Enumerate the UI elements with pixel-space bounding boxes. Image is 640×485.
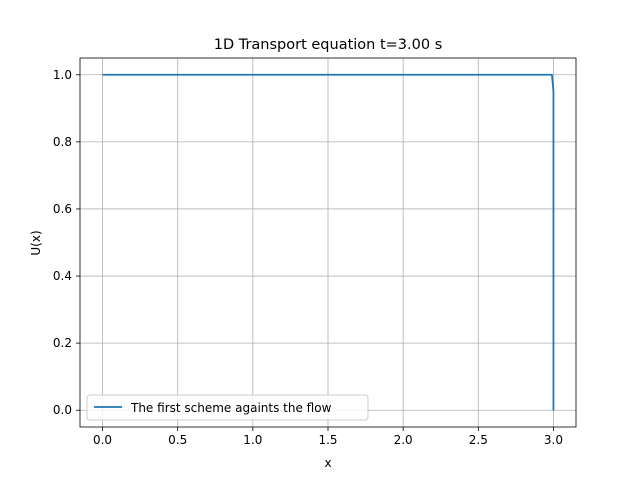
series-layer xyxy=(102,73,555,411)
legend-box xyxy=(86,394,369,421)
y-tick-label: 1.0 xyxy=(53,68,72,82)
legend-label: The first scheme againts the flow xyxy=(130,401,332,415)
x-tick-label: 0.0 xyxy=(93,433,112,447)
x-axis-label: x xyxy=(324,456,331,470)
x-tick-label: 1.5 xyxy=(318,433,337,447)
x-tick-label: 2.5 xyxy=(469,433,488,447)
x-tick-label: 3.0 xyxy=(544,433,563,447)
y-tick-label: 0.2 xyxy=(53,336,72,350)
x-tick-label: 0.5 xyxy=(168,433,187,447)
y-tick-label: 0.0 xyxy=(53,403,72,417)
y-ticks: 0.0 0.2 0.4 0.6 0.8 1.0 xyxy=(53,68,80,417)
y-tick-label: 0.8 xyxy=(53,135,72,149)
chart-title: 1D Transport equation t=3.00 s xyxy=(214,37,443,53)
y-axis-label: U(x) xyxy=(29,230,43,255)
series-line xyxy=(102,73,555,411)
x-tick-label: 1.0 xyxy=(243,433,262,447)
y-tick-label: 0.4 xyxy=(53,269,72,283)
y-tick-label: 0.6 xyxy=(53,202,72,216)
x-ticks: 0.0 0.5 1.0 1.5 2.0 2.5 3.0 xyxy=(93,427,563,447)
legend: The first scheme againts the flow xyxy=(86,394,369,421)
x-tick-label: 2.0 xyxy=(394,433,413,447)
